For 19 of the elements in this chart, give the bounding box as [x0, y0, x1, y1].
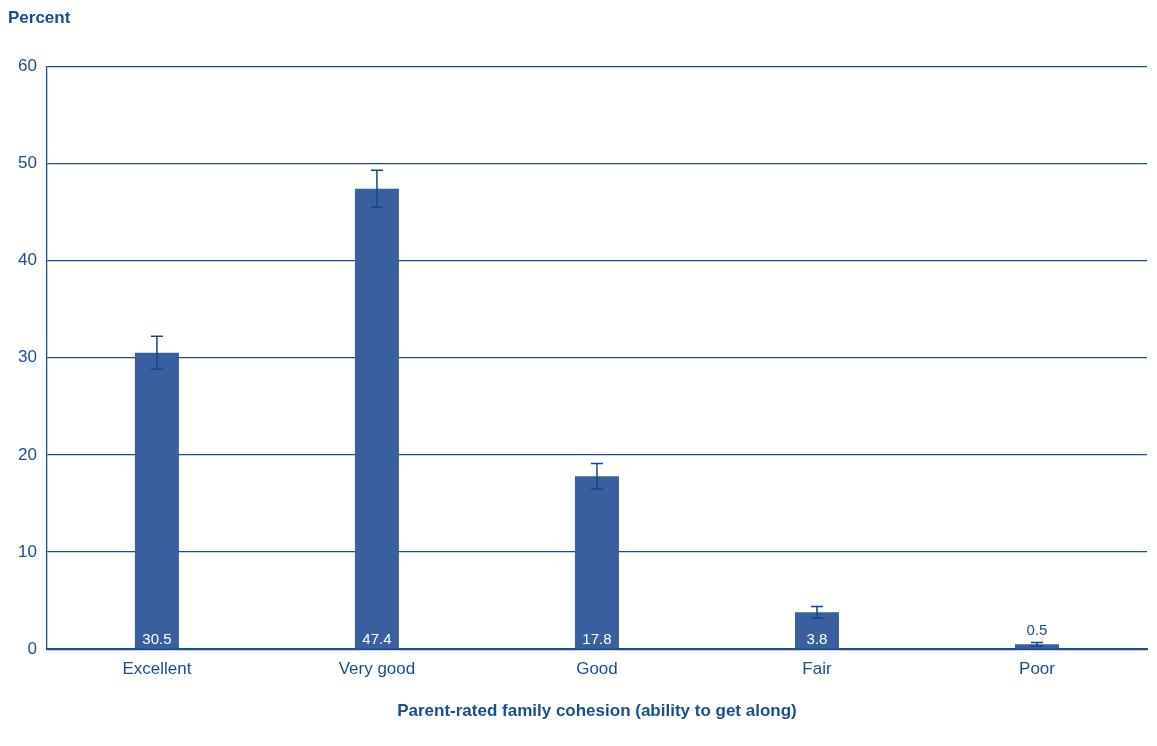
data-label: 0.5	[1026, 621, 1048, 639]
y-tick-label: 20	[17, 444, 37, 464]
x-tick-label: Excellent	[122, 659, 192, 679]
y-axis-title: Percent	[8, 8, 72, 28]
x-tick-label: Very good	[338, 659, 416, 679]
data-label: 3.8	[806, 629, 828, 647]
y-tick-label: 10	[17, 541, 37, 561]
y-tick-label: 50	[17, 153, 37, 173]
x-tick-label: Good	[576, 659, 618, 679]
y-tick-label: 60	[17, 55, 37, 75]
y-tick-label: 0	[27, 638, 37, 658]
y-tick-label: 30	[17, 347, 37, 367]
data-label: 30.5	[142, 629, 172, 647]
y-tick-label: 40	[17, 250, 37, 270]
x-tick-label: Poor	[1019, 659, 1056, 679]
data-label: 47.4	[362, 629, 392, 647]
x-tick-label: Fair	[802, 659, 832, 679]
data-label: 17.8	[582, 629, 612, 647]
x-axis-title: Parent-rated family cohesion (ability to get along)	[397, 701, 797, 721]
